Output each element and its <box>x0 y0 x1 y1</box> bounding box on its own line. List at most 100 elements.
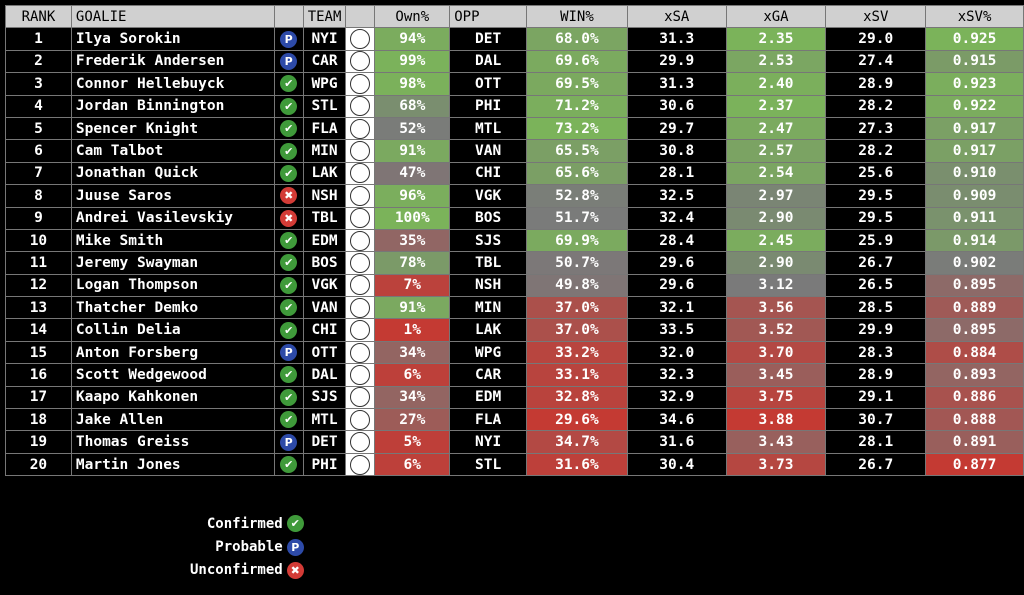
opponent-cell: VAN <box>449 139 528 163</box>
legend-label: Probable <box>215 539 283 556</box>
opponent-cell: STL <box>449 452 528 477</box>
legend-item: Unconfirmed ✖ <box>190 559 304 582</box>
xga-cell: 3.75 <box>725 385 827 410</box>
goalie-name: Connor Hellebuyck <box>70 72 275 96</box>
rank-cell: 13 <box>5 296 72 320</box>
win-pct-cell: 68.0% <box>526 27 628 51</box>
team-cell: FLA <box>302 116 347 141</box>
team-cell: WPG <box>302 72 347 96</box>
table-row: 1 Ilya Sorokin P NYI 94% DET 68.0% 31.3 2.35 29.0… <box>5 27 1024 51</box>
team-logo-icon <box>350 454 371 475</box>
win-pct-cell: 32.8% <box>526 385 628 410</box>
rank-cell: 7 <box>5 161 72 186</box>
xsa-cell: 30.6 <box>626 94 727 118</box>
rank-cell: 3 <box>5 72 72 96</box>
team-logo-cell <box>345 72 376 96</box>
own-pct-cell: 34% <box>374 340 451 365</box>
rank-cell: 6 <box>5 139 72 163</box>
team-logo-cell <box>345 94 376 118</box>
xsv-cell: 28.9 <box>825 363 927 387</box>
xsa-cell: 30.4 <box>626 452 727 477</box>
opponent-cell: WPG <box>449 340 528 365</box>
confirmed-icon: ✔ <box>280 97 298 115</box>
team-logo-icon <box>350 409 371 430</box>
xga-cell: 3.70 <box>725 340 827 365</box>
team-cell: OTT <box>302 340 347 365</box>
xsv-pct-cell: 0.891 <box>925 430 1024 454</box>
team-logo-cell <box>345 228 376 253</box>
table-row: 17 Kaapo Kahkonen ✔ SJS 34% EDM 32.8% 32.9 3.75 2… <box>5 385 1024 410</box>
own-pct-cell: 96% <box>374 184 451 208</box>
win-pct-cell: 52.8% <box>526 184 628 208</box>
xga-cell: 2.97 <box>725 184 827 208</box>
own-pct-cell: 52% <box>374 116 451 141</box>
xsa-cell: 28.4 <box>626 228 727 253</box>
goalie-name: Kaapo Kahkonen <box>70 385 275 410</box>
team-logo-icon <box>350 387 371 408</box>
team-cell: MTL <box>302 408 347 432</box>
confirmed-icon: ✔ <box>280 75 298 93</box>
goalie-name: Ilya Sorokin <box>70 27 275 51</box>
team-logo-cell <box>345 273 376 298</box>
column-header: RANK <box>5 4 72 29</box>
team-cell: SJS <box>302 385 347 410</box>
xsv-cell: 28.2 <box>825 139 927 163</box>
opponent-cell: MIN <box>449 296 528 320</box>
status-cell: ✖ <box>273 206 304 230</box>
status-cell: ✔ <box>273 161 304 186</box>
xga-cell: 2.90 <box>725 251 827 275</box>
rank-cell: 15 <box>5 340 72 365</box>
table-row: 7 Jonathan Quick ✔ LAK 47% CHI 65.6% 28.1 2.54 25… <box>5 161 1024 186</box>
own-pct-cell: 68% <box>374 94 451 118</box>
goalie-name: Scott Wedgewood <box>70 363 275 387</box>
opponent-cell: FLA <box>449 408 528 432</box>
team-cell: VAN <box>302 296 347 320</box>
xsv-cell: 26.7 <box>825 452 927 477</box>
rank-cell: 8 <box>5 184 72 208</box>
column-header: xSV <box>825 4 927 29</box>
probable-icon: P <box>280 433 298 451</box>
xsv-cell: 28.2 <box>825 94 927 118</box>
table-body: 1 Ilya Sorokin P NYI 94% DET 68.0% 31.3 2.35 29.0… <box>5 27 1024 477</box>
xga-cell: 3.12 <box>725 273 827 298</box>
rank-cell: 11 <box>5 251 72 275</box>
confirmed-icon: ✔ <box>280 411 298 429</box>
status-cell: ✔ <box>273 452 304 477</box>
xga-cell: 2.37 <box>725 94 827 118</box>
own-pct-cell: 91% <box>374 139 451 163</box>
rank-cell: 20 <box>5 452 72 477</box>
xsv-pct-cell: 0.922 <box>925 94 1024 118</box>
own-pct-cell: 6% <box>374 363 451 387</box>
probable-icon: P <box>280 30 298 48</box>
team-logo-cell <box>345 49 376 74</box>
xsv-pct-cell: 0.914 <box>925 228 1024 253</box>
rank-cell: 9 <box>5 206 72 230</box>
xsv-cell: 29.5 <box>825 184 927 208</box>
column-header: Own% <box>374 4 451 29</box>
own-pct-cell: 34% <box>374 385 451 410</box>
win-pct-cell: 69.6% <box>526 49 628 74</box>
legend-item: Probable P <box>190 535 304 558</box>
confirmed-icon: ✔ <box>280 164 298 182</box>
own-pct-cell: 91% <box>374 296 451 320</box>
opponent-cell: NSH <box>449 273 528 298</box>
xsv-cell: 25.9 <box>825 228 927 253</box>
xsv-cell: 29.0 <box>825 27 927 51</box>
confirmed-icon: ✔ <box>280 456 298 473</box>
rank-cell: 17 <box>5 385 72 410</box>
xsv-pct-cell: 0.911 <box>925 206 1024 230</box>
team-logo-icon <box>350 29 371 50</box>
column-header: xSA <box>626 4 727 29</box>
confirmed-icon: ✔ <box>280 366 298 384</box>
confirmed-icon: ✔ <box>280 142 298 160</box>
column-header: GOALIE <box>70 4 275 29</box>
xsv-pct-cell: 0.909 <box>925 184 1024 208</box>
team-logo-icon <box>350 252 371 273</box>
team-logo-cell <box>345 296 376 320</box>
xga-cell: 2.54 <box>725 161 827 186</box>
goalie-rankings-table: RANK GOALIE TEAM Own% OPP WIN% xSA xGA xSV xSV% 1… <box>5 4 1024 477</box>
xsv-pct-cell: 0.910 <box>925 161 1024 186</box>
own-pct-cell: 99% <box>374 49 451 74</box>
team-logo-cell <box>345 385 376 410</box>
goalie-name: Cam Talbot <box>70 139 275 163</box>
